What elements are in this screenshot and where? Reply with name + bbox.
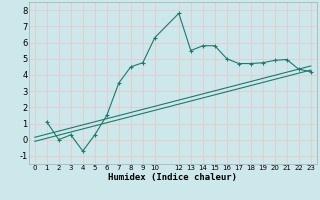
X-axis label: Humidex (Indice chaleur): Humidex (Indice chaleur) <box>108 173 237 182</box>
